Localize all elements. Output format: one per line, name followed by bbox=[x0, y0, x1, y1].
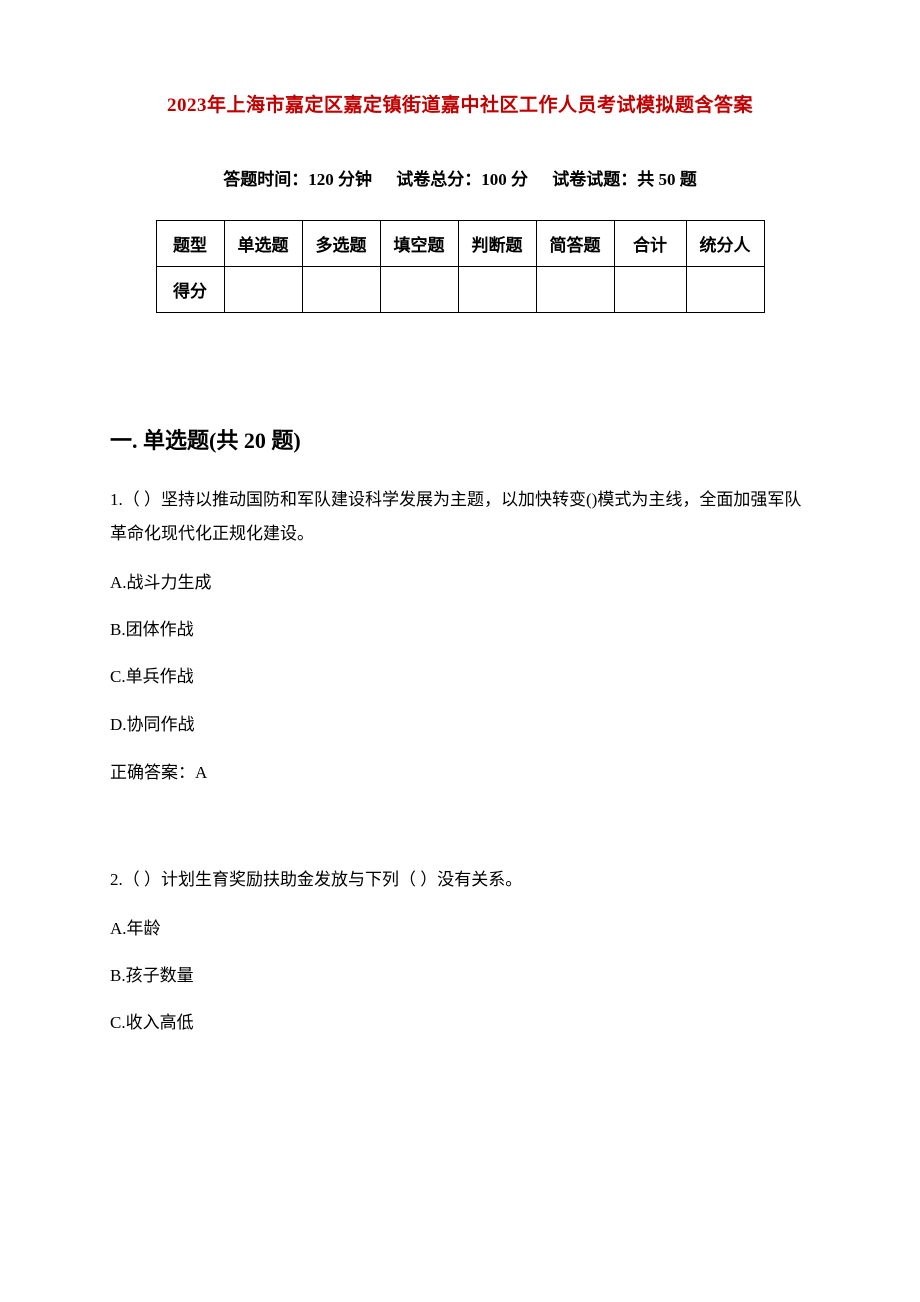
section-heading-single: 一. 单选题(共 20 题) bbox=[110, 423, 810, 455]
score-cell-scorer bbox=[686, 267, 764, 313]
question-block-2: 2.（ ）计划生育奖励扶助金发放与下列（ ）没有关系。 A.年龄 B.孩子数量 … bbox=[110, 863, 810, 1037]
col-header-scorer: 统分人 bbox=[686, 221, 764, 267]
table-row: 题型 单选题 多选题 填空题 判断题 简答题 合计 统分人 bbox=[156, 221, 764, 267]
q1-option-b: B.团体作战 bbox=[110, 616, 810, 643]
score-cell-single bbox=[224, 267, 302, 313]
title-text: 年上海市嘉定区嘉定镇街道嘉中社区工作人员考试模拟题含答案 bbox=[207, 95, 753, 116]
q1-option-d: D.协同作战 bbox=[110, 711, 810, 738]
col-header-short: 简答题 bbox=[536, 221, 614, 267]
table-row: 得分 bbox=[156, 267, 764, 313]
col-header-total: 合计 bbox=[614, 221, 686, 267]
score-cell-judge bbox=[458, 267, 536, 313]
question-block-1: 1.（ ）坚持以推动国防和军队建设科学发展为主题，以加快转变()模式为主线，全面… bbox=[110, 483, 810, 783]
q1-option-c: C.单兵作战 bbox=[110, 663, 810, 690]
total-score: 试卷总分：100 分 bbox=[396, 170, 528, 189]
col-header-judge: 判断题 bbox=[458, 221, 536, 267]
q2-option-c: C.收入高低 bbox=[110, 1009, 810, 1036]
q1-answer: 正确答案：A bbox=[110, 758, 810, 783]
score-cell-fill bbox=[380, 267, 458, 313]
score-table: 题型 单选题 多选题 填空题 判断题 简答题 合计 统分人 得分 bbox=[156, 220, 765, 313]
q1-options: A.战斗力生成 B.团体作战 C.单兵作战 D.协同作战 bbox=[110, 569, 810, 738]
col-header-single: 单选题 bbox=[224, 221, 302, 267]
score-table-container: 题型 单选题 多选题 填空题 判断题 简答题 合计 统分人 得分 bbox=[110, 220, 810, 313]
score-cell-short bbox=[536, 267, 614, 313]
time-limit: 答题时间：120 分钟 bbox=[223, 170, 372, 189]
q2-option-a: A.年龄 bbox=[110, 915, 810, 942]
row-label-score: 得分 bbox=[156, 267, 224, 313]
q2-option-b: B.孩子数量 bbox=[110, 962, 810, 989]
q2-options: A.年龄 B.孩子数量 C.收入高低 bbox=[110, 915, 810, 1037]
score-cell-total bbox=[614, 267, 686, 313]
exam-meta: 答题时间：120 分钟 试卷总分：100 分 试卷试题：共 50 题 bbox=[110, 165, 810, 190]
title-year: 2023 bbox=[167, 95, 207, 116]
col-header-type: 题型 bbox=[156, 221, 224, 267]
q1-stem: 1.（ ）坚持以推动国防和军队建设科学发展为主题，以加快转变()模式为主线，全面… bbox=[110, 483, 810, 551]
q1-option-a: A.战斗力生成 bbox=[110, 569, 810, 596]
col-header-fill: 填空题 bbox=[380, 221, 458, 267]
q2-stem: 2.（ ）计划生育奖励扶助金发放与下列（ ）没有关系。 bbox=[110, 863, 810, 897]
question-count: 试卷试题：共 50 题 bbox=[552, 170, 697, 189]
score-cell-multi bbox=[302, 267, 380, 313]
col-header-multi: 多选题 bbox=[302, 221, 380, 267]
page-title: 2023年上海市嘉定区嘉定镇街道嘉中社区工作人员考试模拟题含答案 bbox=[110, 90, 810, 117]
